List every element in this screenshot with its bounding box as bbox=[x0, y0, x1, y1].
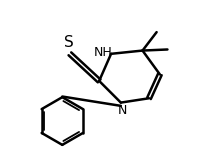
Text: N: N bbox=[118, 104, 127, 117]
Text: S: S bbox=[64, 35, 74, 50]
Text: NH: NH bbox=[94, 46, 112, 59]
